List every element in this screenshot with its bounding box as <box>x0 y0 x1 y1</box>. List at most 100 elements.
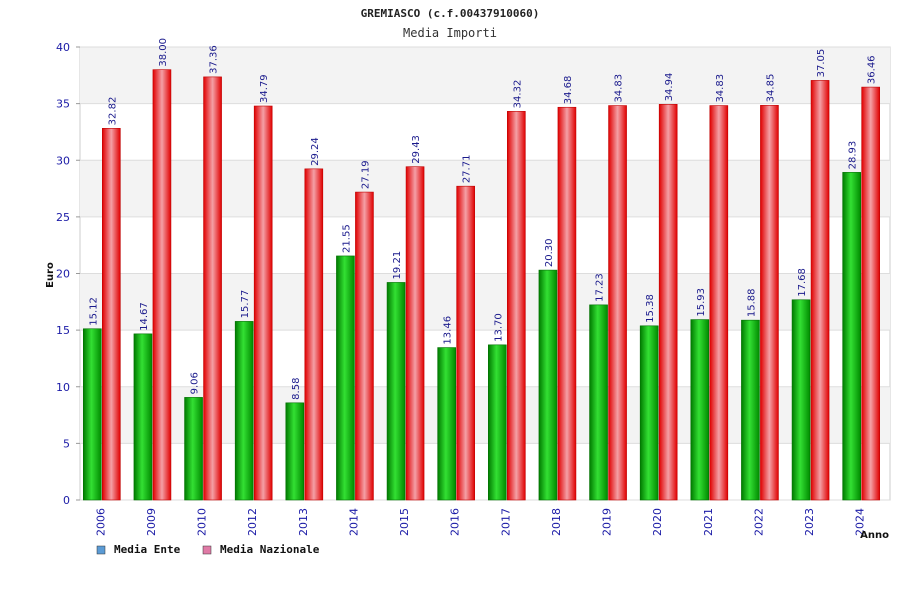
x-tick-label-2019: 2019 <box>601 508 614 536</box>
data-label-media-nazionale-2017: 34.32 <box>512 80 523 109</box>
bar-media-ente-2020 <box>639 325 659 501</box>
data-label-media-nazionale-2009: 38.00 <box>158 38 169 67</box>
x-tick-label-2018: 2018 <box>550 508 563 536</box>
bar-media-nazionale-2018 <box>557 106 577 501</box>
x-tick-label-2006: 2006 <box>94 508 107 536</box>
bar-media-nazionale-2021 <box>709 105 729 501</box>
y-tick-label: 5 <box>63 437 70 450</box>
data-label-media-nazionale-2020: 34.94 <box>664 73 675 102</box>
y-axis-title: Euro <box>45 262 56 288</box>
data-label-media-nazionale-2024: 36.46 <box>867 55 878 84</box>
y-axis-ticks: 0 5 10 15 20 25 30 35 40 <box>56 41 80 507</box>
bar-media-nazionale-2006 <box>102 128 121 501</box>
x-tick-label-2010: 2010 <box>196 508 209 536</box>
x-tick-label-2015: 2015 <box>398 508 411 536</box>
data-label-media-nazionale-2023: 37.05 <box>816 49 827 78</box>
data-label-media-ente-2020: 15.38 <box>645 294 656 323</box>
x-tick-label-2020: 2020 <box>651 508 664 536</box>
legend-label-media-nazionale: Media Nazionale <box>220 543 320 556</box>
bar-media-nazionale-2020 <box>658 104 678 501</box>
data-label-media-ente-2018: 20.30 <box>544 238 555 267</box>
y-tick-label: 25 <box>56 211 70 224</box>
data-label-media-nazionale-2021: 34.83 <box>715 74 726 103</box>
data-label-media-ente-2013: 8.58 <box>291 378 302 400</box>
bar-media-nazionale-2010 <box>203 76 222 501</box>
legend: Media Ente Media Nazionale <box>96 543 320 556</box>
data-label-media-ente-2021: 15.93 <box>696 288 707 317</box>
data-label-media-nazionale-2016: 27.71 <box>462 155 473 184</box>
x-tick-label-2021: 2021 <box>702 508 715 536</box>
data-label-media-nazionale-2010: 37.36 <box>209 45 220 74</box>
data-label-media-ente-2017: 13.70 <box>493 313 504 342</box>
y-tick-label: 10 <box>56 381 70 394</box>
bar-media-ente-2012 <box>234 321 254 501</box>
bar-media-ente-2021 <box>690 319 710 501</box>
y-tick-label: 35 <box>56 98 70 111</box>
data-label-media-ente-2024: 28.93 <box>848 141 859 170</box>
x-tick-label-2014: 2014 <box>347 508 360 536</box>
x-tick-label-2022: 2022 <box>752 508 765 536</box>
x-axis-title: Anno <box>860 530 889 541</box>
bar-media-ente-2023 <box>791 299 811 501</box>
y-tick-label: 15 <box>56 324 70 337</box>
x-tick-label-2012: 2012 <box>246 508 259 536</box>
x-tick-label-2017: 2017 <box>499 508 512 536</box>
data-label-media-nazionale-2018: 34.68 <box>563 76 574 105</box>
x-tick-label-2016: 2016 <box>449 508 462 536</box>
y-tick-label: 30 <box>56 154 70 167</box>
bar-media-ente-2014 <box>336 255 355 501</box>
y-tick-label: 20 <box>56 268 70 281</box>
bar-media-nazionale-2015 <box>405 166 425 501</box>
bar-media-nazionale-2023 <box>810 80 830 501</box>
data-label-media-ente-2023: 17.68 <box>797 268 808 297</box>
data-label-media-nazionale-2022: 34.85 <box>765 74 776 103</box>
bar-media-nazionale-2017 <box>507 111 526 501</box>
data-label-media-nazionale-2019: 34.83 <box>614 74 625 103</box>
x-tick-label-2009: 2009 <box>145 508 158 536</box>
x-axis-ticks: 2006 2009 2010 2012 2013 2014 2015 2016 2017 2018… <box>94 508 866 536</box>
bar-media-ente-2018 <box>538 269 558 501</box>
bar-media-ente-2022 <box>741 319 760 501</box>
data-label-media-nazionale-2006: 32.82 <box>107 97 118 126</box>
data-label-media-nazionale-2015: 29.43 <box>411 135 422 164</box>
data-label-media-ente-2022: 15.88 <box>746 289 757 318</box>
bar-media-ente-2009 <box>133 333 153 501</box>
bar-media-ente-2015 <box>386 282 406 501</box>
bar-media-ente-2016 <box>437 347 456 501</box>
data-label-media-ente-2009: 14.67 <box>139 302 150 331</box>
bar-media-nazionale-2024 <box>861 86 880 501</box>
data-label-media-ente-2014: 21.55 <box>341 224 352 253</box>
data-label-media-nazionale-2013: 29.24 <box>310 137 321 166</box>
legend-swatch-media-nazionale <box>202 545 212 555</box>
y-tick-label: 40 <box>56 41 70 54</box>
bar-media-ente-2024 <box>842 172 861 501</box>
data-label-media-nazionale-2012: 34.79 <box>259 74 270 103</box>
data-label-media-ente-2006: 15.12 <box>88 297 99 326</box>
chart-subtitle: Media Importi <box>403 26 497 40</box>
data-label-media-nazionale-2014: 27.19 <box>360 160 371 189</box>
bar-media-nazionale-2012 <box>253 105 273 501</box>
x-tick-label-2023: 2023 <box>803 508 816 536</box>
legend-swatch-media-ente <box>96 545 106 555</box>
x-tick-label-2024: 2024 <box>854 508 867 536</box>
bar-media-ente-2006 <box>83 328 102 501</box>
bars <box>83 69 880 501</box>
bar-media-ente-2019 <box>589 304 608 501</box>
data-label-media-ente-2012: 15.77 <box>240 290 251 319</box>
bar-media-nazionale-2022 <box>760 105 779 501</box>
data-labels: 15.12 32.82 14.67 38.00 9.06 37.36 15.77 34.79 8… <box>88 38 877 400</box>
data-label-media-ente-2010: 9.06 <box>190 372 201 394</box>
bar-media-ente-2010 <box>184 397 203 501</box>
data-label-media-ente-2015: 19.21 <box>392 251 403 280</box>
bar-media-nazionale-2016 <box>456 185 475 501</box>
bar-media-ente-2017 <box>488 344 507 501</box>
y-tick-label: 0 <box>63 494 70 507</box>
chart-title: GREMIASCO (c.f.00437910060) <box>361 7 540 20</box>
x-tick-label-2013: 2013 <box>297 508 310 536</box>
data-label-media-ente-2016: 13.46 <box>443 316 454 345</box>
legend-label-media-ente: Media Ente <box>114 543 181 556</box>
data-label-media-ente-2019: 17.23 <box>595 273 606 302</box>
bar-media-nazionale-2013 <box>304 168 324 501</box>
bar-media-nazionale-2014 <box>355 191 374 501</box>
